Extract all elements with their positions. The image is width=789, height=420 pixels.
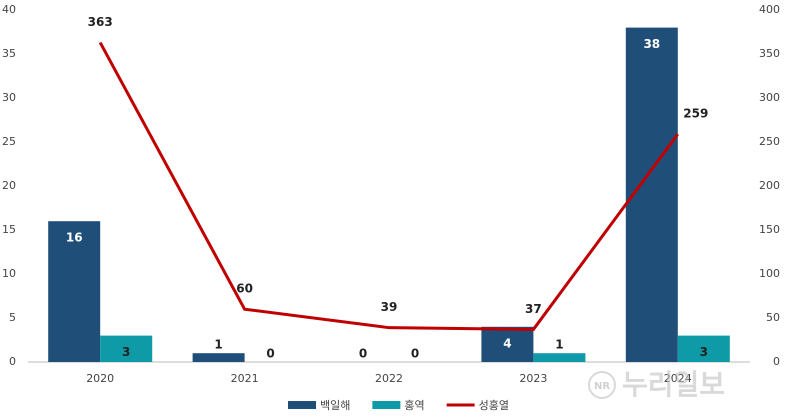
watermark: NR 누리일보 [588,368,725,401]
data-label: 3 [700,345,708,359]
plot: 0510152025303540050100150200250300350400… [2,3,780,412]
legend-label: 홍역 [404,398,424,412]
data-label: 1 [214,338,222,352]
y2-tick-label: 400 [759,3,780,16]
y2-tick-label: 0 [773,355,780,368]
data-label: 363 [88,15,113,29]
bar [677,335,730,362]
data-label: 259 [683,107,708,121]
y2-tick-label: 200 [759,179,780,192]
data-label: 1 [555,338,563,352]
y-tick-label: 20 [2,179,16,192]
data-label: 4 [503,336,511,350]
data-label: 16 [66,231,83,245]
x-tick-label: 2022 [375,372,403,385]
legend-swatch [372,401,401,409]
x-tick-label: 2021 [231,372,259,385]
data-label: 3 [122,345,130,359]
y-tick-label: 0 [9,355,16,368]
legend-label: 성홍열 [479,398,509,412]
watermark-logo-ring [588,371,616,399]
y-tick-label: 25 [2,135,16,148]
watermark-text: 누리일보 [622,368,725,401]
bar [533,353,586,362]
x-tick-label: 2020 [86,372,114,385]
x-tick-label: 2024 [664,372,692,385]
data-label: 0 [359,347,367,361]
y2-tick-label: 100 [759,267,780,280]
y-tick-label: 5 [9,311,16,324]
data-label: 0 [266,347,274,361]
line [98,41,680,331]
watermark-logo: NR [594,381,610,392]
y-tick-label: 15 [2,223,16,236]
bar [192,353,245,362]
bar [48,221,101,362]
legend-swatch [288,401,316,409]
data-label: 39 [381,300,398,314]
y-tick-label: 10 [2,267,16,280]
y2-tick-label: 50 [766,311,780,324]
y2-tick-label: 150 [759,223,780,236]
bar [481,326,534,362]
data-label: 60 [236,282,253,296]
y-tick-label: 40 [2,3,16,16]
y2-tick-label: 350 [759,47,780,60]
data-label: 0 [411,347,419,361]
y-tick-label: 30 [2,91,16,104]
y2-tick-label: 250 [759,135,780,148]
y-tick-label: 35 [2,47,16,60]
x-tick-label: 2023 [519,372,547,385]
legend-label: 백일해 [320,398,350,412]
data-label: 38 [643,37,660,51]
y2-tick-label: 300 [759,91,780,104]
bar [100,335,153,362]
data-label: 37 [525,302,542,316]
